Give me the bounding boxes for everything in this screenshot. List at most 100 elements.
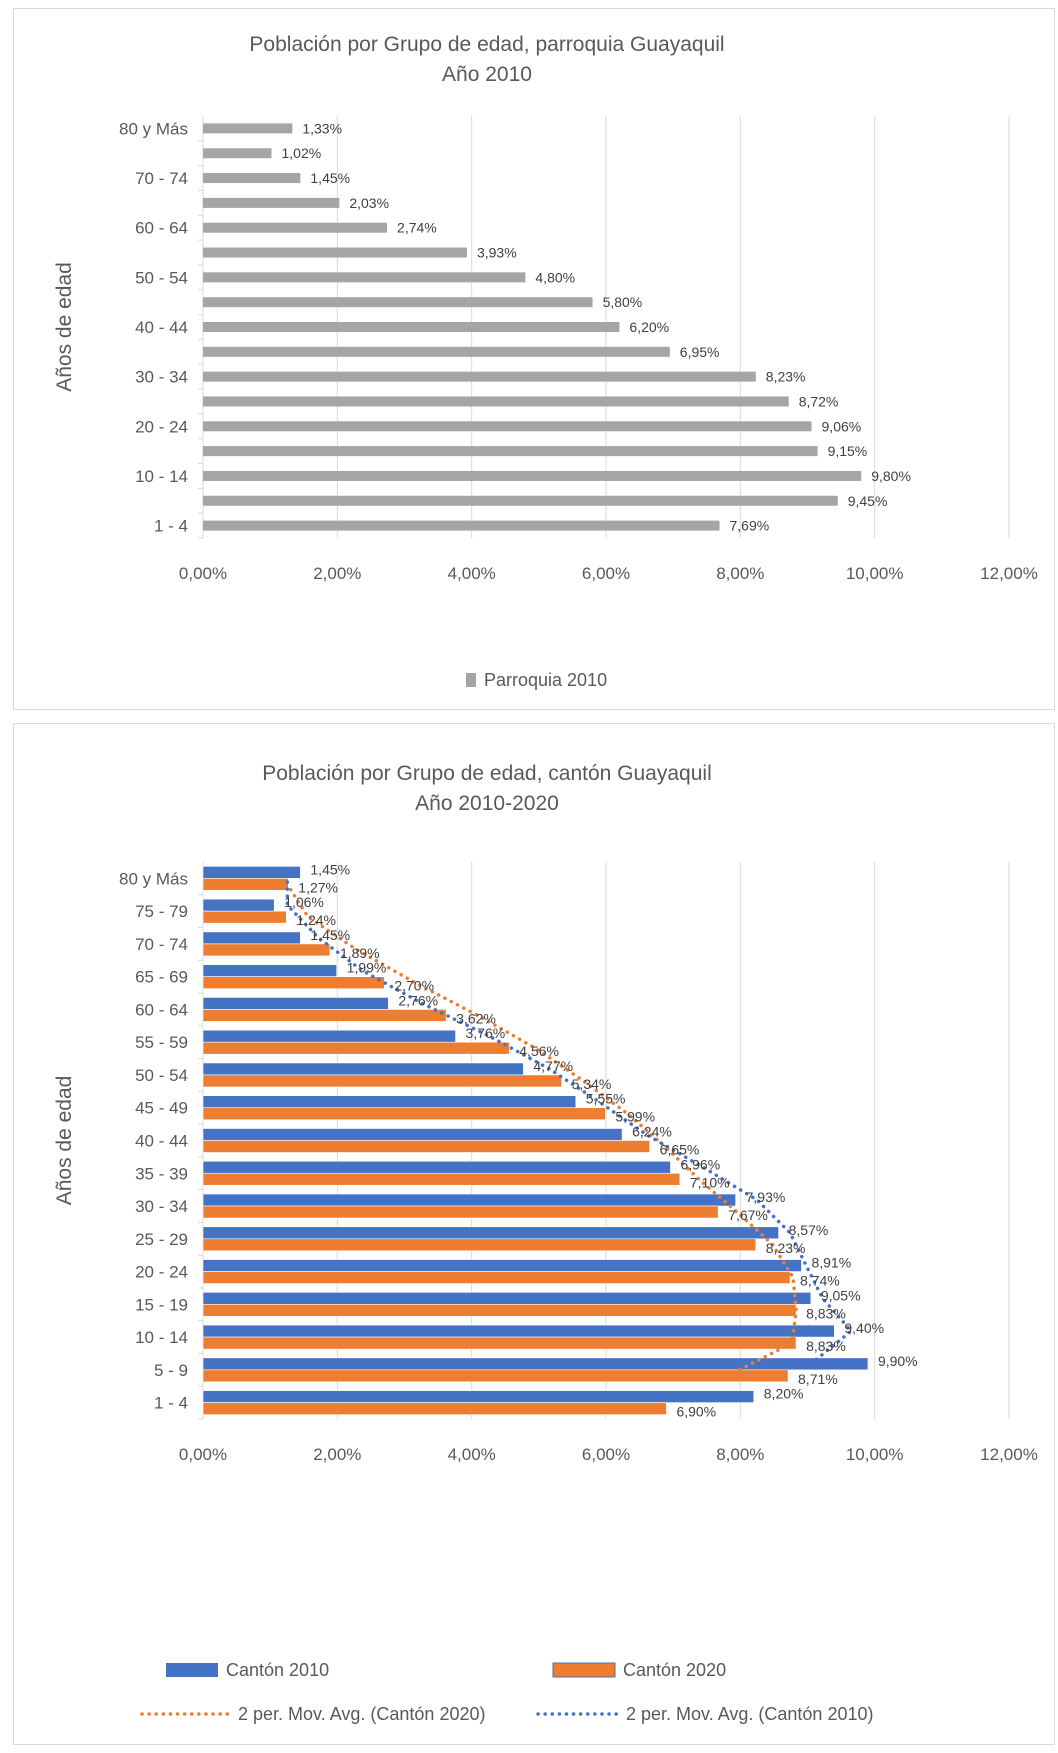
- category-label: 40 - 44: [135, 1132, 188, 1151]
- data-label: 3,93%: [477, 245, 517, 261]
- bar-parroquia-2010: [203, 173, 301, 184]
- data-label: 5,55%: [586, 1091, 626, 1107]
- bar-parroquia-2010: [203, 371, 756, 382]
- bar-cantón-2010: [202, 1160, 671, 1174]
- data-label: 9,05%: [821, 1287, 861, 1303]
- bar-cantón-2010: [202, 1128, 623, 1141]
- bar-cantón-2020: [202, 1074, 562, 1088]
- data-label: 1,99%: [347, 960, 387, 976]
- bar-cantón-2010: [202, 1095, 577, 1109]
- category-label: 30 - 34: [135, 368, 188, 387]
- bar-cantón-2010: [202, 1226, 779, 1240]
- bar-parroquia-2010: [203, 495, 838, 506]
- category-label: 50 - 54: [135, 1066, 188, 1085]
- chart-parroquia: Población por Grupo de edad, parroquia G…: [53, 33, 1038, 690]
- bar-cantón-2010: [202, 1292, 812, 1305]
- bar-cantón-2020: [202, 1271, 791, 1284]
- data-label: 8,74%: [800, 1273, 840, 1289]
- bar-parroquia-2010: [203, 148, 272, 159]
- bar-cantón-2020: [202, 1009, 447, 1022]
- data-label: 1,24%: [296, 912, 336, 928]
- data-label: 7,93%: [746, 1189, 786, 1205]
- legend-label: 2 per. Mov. Avg. (Cantón 2020): [238, 1704, 485, 1724]
- category-label: 20 - 24: [135, 1263, 188, 1282]
- category-label: 75 - 79: [135, 902, 188, 921]
- bar-cantón-2010: [202, 1324, 835, 1338]
- y-axis-title: Años de edad: [53, 1076, 76, 1206]
- data-label: 8,71%: [798, 1371, 838, 1387]
- legend-label: Cantón 2020: [623, 1660, 726, 1680]
- bar-cantón-2010: [202, 1193, 736, 1207]
- data-label: 5,99%: [615, 1109, 655, 1125]
- bar-cantón-2020: [202, 1238, 757, 1252]
- bar-cantón-2010: [202, 1029, 456, 1043]
- data-label: 3,76%: [466, 1025, 506, 1041]
- data-label: 1,45%: [310, 861, 350, 877]
- category-label: 60 - 64: [135, 219, 188, 238]
- data-label: 9,80%: [871, 468, 911, 484]
- bar-cantón-2020: [202, 1369, 789, 1383]
- bar-cantón-2020: [202, 1172, 681, 1186]
- bar-parroquia-2010: [203, 346, 670, 357]
- data-label: 9,15%: [828, 443, 868, 459]
- data-label: 4,77%: [533, 1058, 573, 1074]
- category-label: 20 - 24: [135, 417, 188, 436]
- data-label: 2,03%: [349, 195, 389, 211]
- bar-cantón-2010: [202, 1062, 524, 1076]
- bar-parroquia-2010: [203, 247, 467, 258]
- chart-title: Población por Grupo de edad, parroquia G…: [249, 33, 724, 56]
- data-label: 9,06%: [822, 418, 862, 434]
- x-tick-label: 6,00%: [582, 1445, 630, 1464]
- x-tick-label: 6,00%: [582, 564, 630, 583]
- bar-cantón-2020: [202, 1205, 719, 1219]
- legend-swatch: [466, 673, 476, 687]
- data-label: 6,20%: [629, 319, 669, 335]
- data-label: 5,34%: [572, 1076, 612, 1092]
- bar-parroquia-2010: [203, 222, 388, 233]
- bar-parroquia-2010: [203, 470, 862, 481]
- bar-cantón-2020: [202, 1402, 667, 1415]
- data-label: 8,91%: [811, 1255, 851, 1271]
- bar-parroquia-2010: [203, 322, 620, 332]
- legend-label: Parroquia 2010: [484, 670, 607, 690]
- data-label: 9,45%: [848, 493, 888, 509]
- bar-cantón-2020: [202, 1140, 650, 1153]
- data-label: 6,95%: [680, 344, 720, 360]
- category-label: 55 - 59: [135, 1033, 188, 1052]
- bar-cantón-2010: [202, 1357, 869, 1371]
- category-label: 80 y Más: [119, 869, 188, 888]
- data-label: 6,96%: [680, 1156, 720, 1172]
- bar-cantón-2010: [202, 1390, 755, 1403]
- data-label: 2,74%: [397, 220, 437, 236]
- data-label: 1,45%: [310, 927, 350, 943]
- category-label: 60 - 64: [135, 1000, 188, 1019]
- category-label: 40 - 44: [135, 318, 188, 337]
- bar-cantón-2020: [202, 878, 289, 891]
- x-tick-label: 2,00%: [313, 564, 361, 583]
- data-label: 3,62%: [456, 1010, 496, 1026]
- category-label: 70 - 74: [135, 169, 188, 188]
- category-label: 1 - 4: [154, 1394, 188, 1413]
- data-label: 8,23%: [766, 1240, 806, 1256]
- legend-swatch: [552, 1662, 616, 1678]
- chart-subtitle: Año 2010-2020: [415, 792, 559, 815]
- bar-cantón-2010: [202, 931, 301, 945]
- x-tick-label: 4,00%: [448, 564, 496, 583]
- data-label: 7,10%: [690, 1174, 730, 1190]
- data-label: 7,67%: [728, 1207, 768, 1223]
- data-label: 6,24%: [632, 1124, 672, 1140]
- x-tick-label: 4,00%: [448, 1445, 496, 1464]
- x-tick-label: 8,00%: [716, 564, 764, 583]
- data-label: 8,72%: [799, 393, 839, 409]
- data-label: 6,90%: [676, 1404, 716, 1420]
- data-label: 9,90%: [878, 1353, 918, 1369]
- category-label: 70 - 74: [135, 935, 188, 954]
- category-label: 10 - 14: [135, 467, 188, 486]
- bar-cantón-2020: [202, 976, 385, 989]
- category-label: 45 - 49: [135, 1099, 188, 1118]
- x-tick-label: 10,00%: [846, 564, 904, 583]
- category-label: 15 - 19: [135, 1295, 188, 1314]
- chart-canton: Población por Grupo de edad, cantón Guay…: [53, 762, 1038, 1724]
- category-label: 50 - 54: [135, 268, 188, 287]
- data-label: 1,33%: [302, 120, 342, 136]
